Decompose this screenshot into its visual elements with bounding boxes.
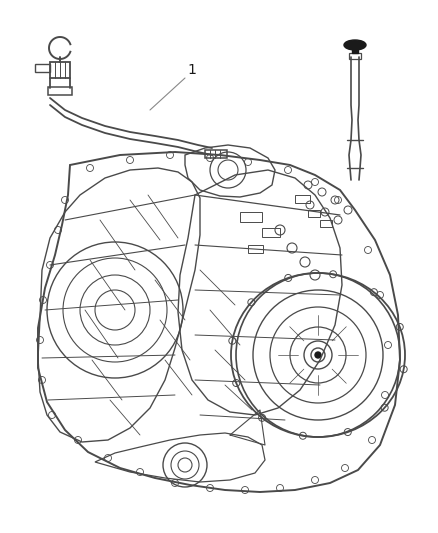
Bar — [262, 228, 280, 237]
Bar — [35, 64, 50, 72]
Bar — [248, 245, 263, 253]
Bar — [308, 210, 320, 217]
Text: 1: 1 — [187, 63, 196, 77]
Bar — [205, 150, 227, 158]
Ellipse shape — [344, 40, 366, 50]
Bar — [48, 87, 72, 95]
Bar — [349, 53, 361, 59]
Bar — [320, 220, 332, 227]
Bar — [352, 43, 358, 53]
Bar — [50, 62, 70, 78]
Circle shape — [315, 352, 321, 358]
Bar — [295, 195, 310, 203]
Bar — [240, 212, 262, 222]
